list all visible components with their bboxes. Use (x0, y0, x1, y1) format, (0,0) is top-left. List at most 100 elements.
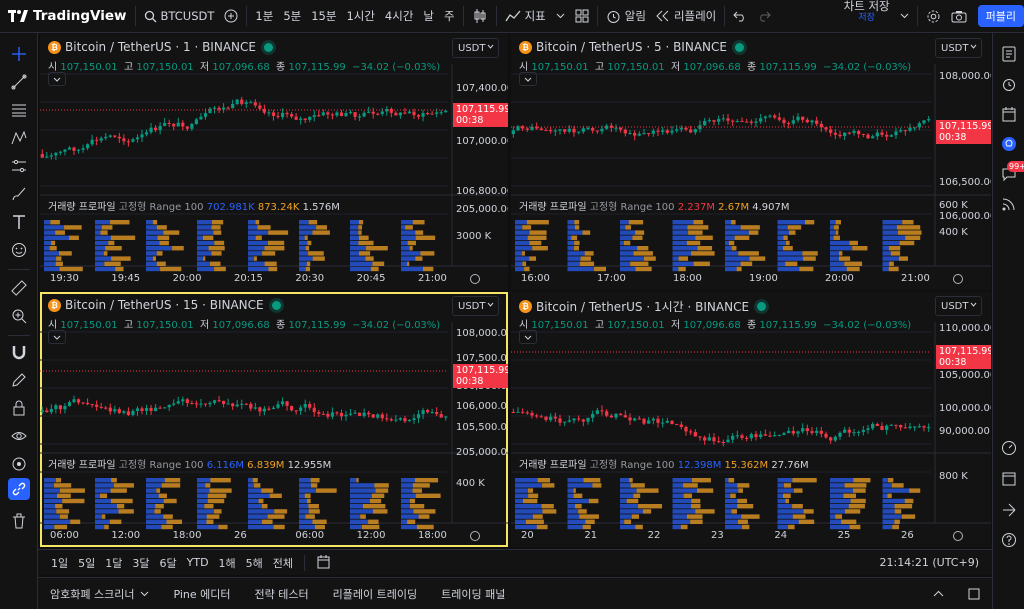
indicators-dropdown[interactable] (551, 0, 570, 33)
range-all[interactable]: 전체 (272, 556, 294, 570)
range-5y[interactable]: 5해 (245, 556, 263, 570)
strategy-button[interactable] (998, 499, 1020, 521)
candlestick-plot[interactable] (511, 292, 991, 547)
calendar-events-button[interactable] (998, 467, 1020, 489)
redo-button[interactable] (752, 0, 776, 33)
remove-drawings-menu[interactable] (8, 453, 30, 475)
interval-1h[interactable]: 1시간 (346, 9, 375, 23)
calendar-button[interactable] (998, 103, 1020, 125)
chart-pane-1m[interactable]: ₿ Bitcoin / TetherUS · 1 · BINANCE 시 107… (40, 34, 508, 290)
publish-button[interactable]: 퍼블리 (977, 5, 1024, 27)
chart-pane-5m[interactable]: ₿ Bitcoin / TetherUS · 5 · BINANCE 시 107… (511, 34, 991, 290)
legend-collapse-button[interactable] (519, 330, 537, 344)
range-5d[interactable]: 5일 (78, 556, 96, 570)
streams-button[interactable] (998, 193, 1020, 215)
tab-crypto-screener[interactable]: 암호화폐 스크리너 (38, 586, 161, 602)
range-1d[interactable]: 1일 (51, 556, 69, 570)
watchlist-button[interactable] (998, 43, 1020, 65)
tradingview-logo[interactable]: TradingView (0, 0, 132, 33)
interval-day[interactable]: 날 (423, 9, 434, 23)
stay-drawing-tool[interactable] (8, 369, 30, 391)
brush-tool[interactable] (8, 183, 30, 205)
candlestick-plot[interactable] (40, 34, 508, 290)
volume-profile-legend[interactable]: 거래량 프로파일 고정형 Range 100 12.398M 15.362M 2… (519, 456, 809, 471)
volume-profile-bar-down (261, 488, 274, 493)
legend-collapse-button[interactable] (48, 72, 66, 86)
fib-tool[interactable] (8, 99, 30, 121)
technicals-button[interactable] (998, 437, 1020, 459)
save-chart-button[interactable]: 차트 저장 저장 (839, 0, 895, 33)
gear-icon[interactable] (470, 274, 480, 284)
zoom-tool[interactable] (8, 305, 30, 327)
alert-button[interactable]: 알림 (601, 0, 651, 33)
tab-trading-panel[interactable]: 트레이딩 패널 (441, 587, 506, 601)
collapse-panel-button[interactable] (921, 590, 956, 597)
replay-button[interactable]: 리플레이 (651, 0, 721, 33)
legend-collapse-button[interactable] (48, 330, 66, 344)
gear-icon[interactable] (953, 274, 963, 284)
gear-icon[interactable] (953, 531, 963, 541)
volume-profile-bar-up (401, 251, 421, 256)
crosshair-tool[interactable] (8, 43, 30, 65)
text-tool[interactable] (8, 211, 30, 233)
pane-legend-title[interactable]: ₿ Bitcoin / TetherUS · 1 · BINANCE (48, 40, 273, 54)
legend-collapse-button[interactable] (519, 72, 537, 86)
range-1y[interactable]: 1해 (218, 556, 236, 570)
screenshot-button[interactable] (946, 0, 972, 33)
candlestick-plot[interactable] (40, 292, 508, 547)
range-1m[interactable]: 1달 (105, 556, 123, 570)
volume-profile-legend[interactable]: 거래량 프로파일 고정형 Range 100 6.116M 6.839M 12.… (48, 456, 331, 471)
trend-line-tool[interactable] (8, 71, 30, 93)
tab-replay-trading[interactable]: 리플레이 트레이딩 (332, 587, 418, 601)
change-value: −34.02 (−0.03%) (352, 62, 441, 73)
pattern-tool[interactable] (8, 127, 30, 149)
pane-legend-title[interactable]: ₿ Bitcoin / TetherUS · 15 · BINANCE (48, 298, 281, 312)
chart-pane-15m[interactable]: ₿ Bitcoin / TetherUS · 15 · BINANCE 시 10… (40, 292, 508, 547)
chart-pane-1h[interactable]: ₿ Bitcoin / TetherUS · 1시간 · BINANCE 시 1… (511, 292, 991, 547)
candlestick-plot[interactable] (511, 34, 991, 290)
magnet-tool[interactable] (8, 341, 30, 363)
emoji-tool[interactable] (8, 239, 30, 261)
volume-profile-legend[interactable]: 거래량 프로파일 고정형 Range 100 702.981K 873.24K … (48, 198, 340, 213)
candle-body (244, 403, 248, 405)
volume-profile-bar-down (792, 514, 806, 519)
pane-legend-title[interactable]: ₿ Bitcoin / TetherUS · 1시간 · BINANCE (519, 298, 767, 315)
goto-date-button[interactable] (311, 554, 336, 572)
interval-5m[interactable]: 5분 (283, 9, 302, 23)
range-6m[interactable]: 6달 (159, 556, 177, 570)
delete-drawings-tool[interactable] (8, 510, 30, 532)
interval-1m[interactable]: 1분 (255, 9, 274, 23)
add-symbol-button[interactable] (219, 0, 243, 33)
save-dropdown[interactable] (895, 0, 914, 33)
pane-legend-title[interactable]: ₿ Bitcoin / TetherUS · 5 · BINANCE (519, 40, 744, 54)
currency-select[interactable]: USDT (452, 38, 499, 58)
range-3m[interactable]: 3달 (132, 556, 150, 570)
indicators-button[interactable]: 지표 (500, 0, 551, 33)
symbol-search[interactable]: BTCUSDT (139, 0, 220, 33)
gear-icon[interactable] (470, 531, 480, 541)
timezone-clock[interactable]: 21:14:21 (UTC+9) (879, 556, 979, 569)
undo-button[interactable] (728, 0, 752, 33)
settings-button[interactable] (921, 0, 946, 33)
interval-15m[interactable]: 15분 (311, 9, 337, 23)
hide-drawings-tool[interactable] (8, 425, 30, 447)
alerts-panel-button[interactable] (998, 73, 1020, 95)
currency-select[interactable]: USDT (935, 296, 982, 316)
candle-type-button[interactable] (467, 0, 493, 33)
help-button[interactable] (998, 529, 1020, 551)
currency-select[interactable]: USDT (452, 296, 499, 316)
currency-select[interactable]: USDT (935, 38, 982, 58)
measure-tool[interactable] (8, 277, 30, 299)
maximize-panel-button[interactable] (956, 588, 992, 600)
range-ytd[interactable]: YTD (186, 556, 209, 569)
lock-drawings-tool[interactable] (8, 397, 30, 419)
sync-drawings-tool[interactable] (8, 478, 30, 500)
tab-pine-editor[interactable]: Pine 에디터 (173, 587, 231, 601)
layout-button[interactable] (570, 0, 594, 33)
interval-4h[interactable]: 4시간 (384, 9, 414, 23)
interval-week[interactable]: 주 (444, 9, 455, 23)
volume-profile-legend[interactable]: 거래량 프로파일 고정형 Range 100 2.237M 2.67M 4.90… (519, 198, 790, 213)
forecast-tool[interactable] (8, 155, 30, 177)
tab-strategy-tester[interactable]: 전략 테스터 (254, 587, 309, 601)
ideas-button[interactable] (998, 133, 1020, 155)
